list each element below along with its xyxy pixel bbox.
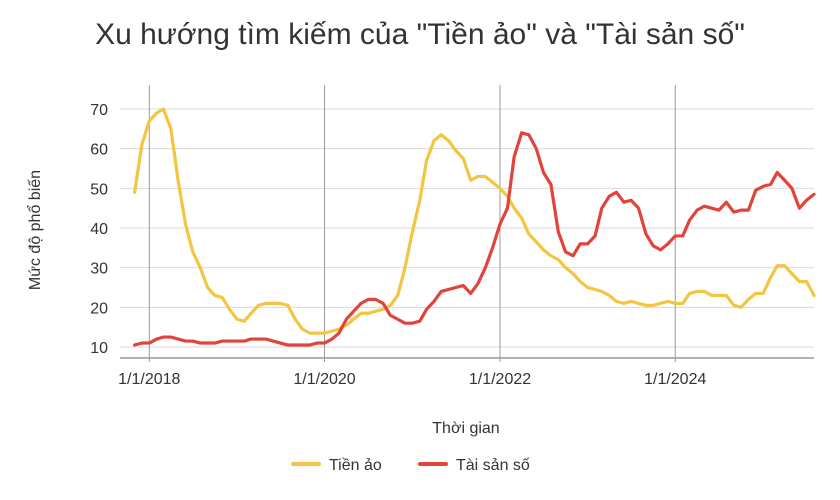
legend-label-1: Tiền ảo [329,457,382,474]
axes [120,85,814,362]
x-tick-label: 1/1/2020 [293,371,355,388]
x-tick-label: 1/1/2018 [118,371,180,388]
y-tick-label: 10 [90,340,108,357]
gridlines [120,108,814,348]
y-tick-labels: 10 20 30 40 50 60 70 [90,102,108,357]
legend-label-2: Tài sản số [456,457,530,474]
y-tick-label: 60 [90,142,108,159]
x-tick-label: 1/1/2022 [469,371,531,388]
y-tick-label: 40 [90,221,108,238]
y-tick-label: 50 [90,181,108,198]
x-axis-label: Thời gian [432,420,499,437]
series-line-2 [133,131,816,347]
y-axis-label: Mức độ phổ biến [26,170,44,290]
x-tick-labels: 1/1/2018 1/1/2020 1/1/2022 1/1/2024 [118,371,706,388]
legend: Tiền ảo Tài sản số [291,457,530,474]
series-lines [133,107,816,347]
x-tick-label: 1/1/2024 [644,371,706,388]
y-tick-label: 70 [90,102,108,119]
y-tick-label: 20 [90,300,108,317]
y-tick-label: 30 [90,261,108,278]
series-line-1 [133,107,816,335]
chart-title: Xu hướng tìm kiếm của "Tiền ảo" và "Tài … [95,18,745,51]
